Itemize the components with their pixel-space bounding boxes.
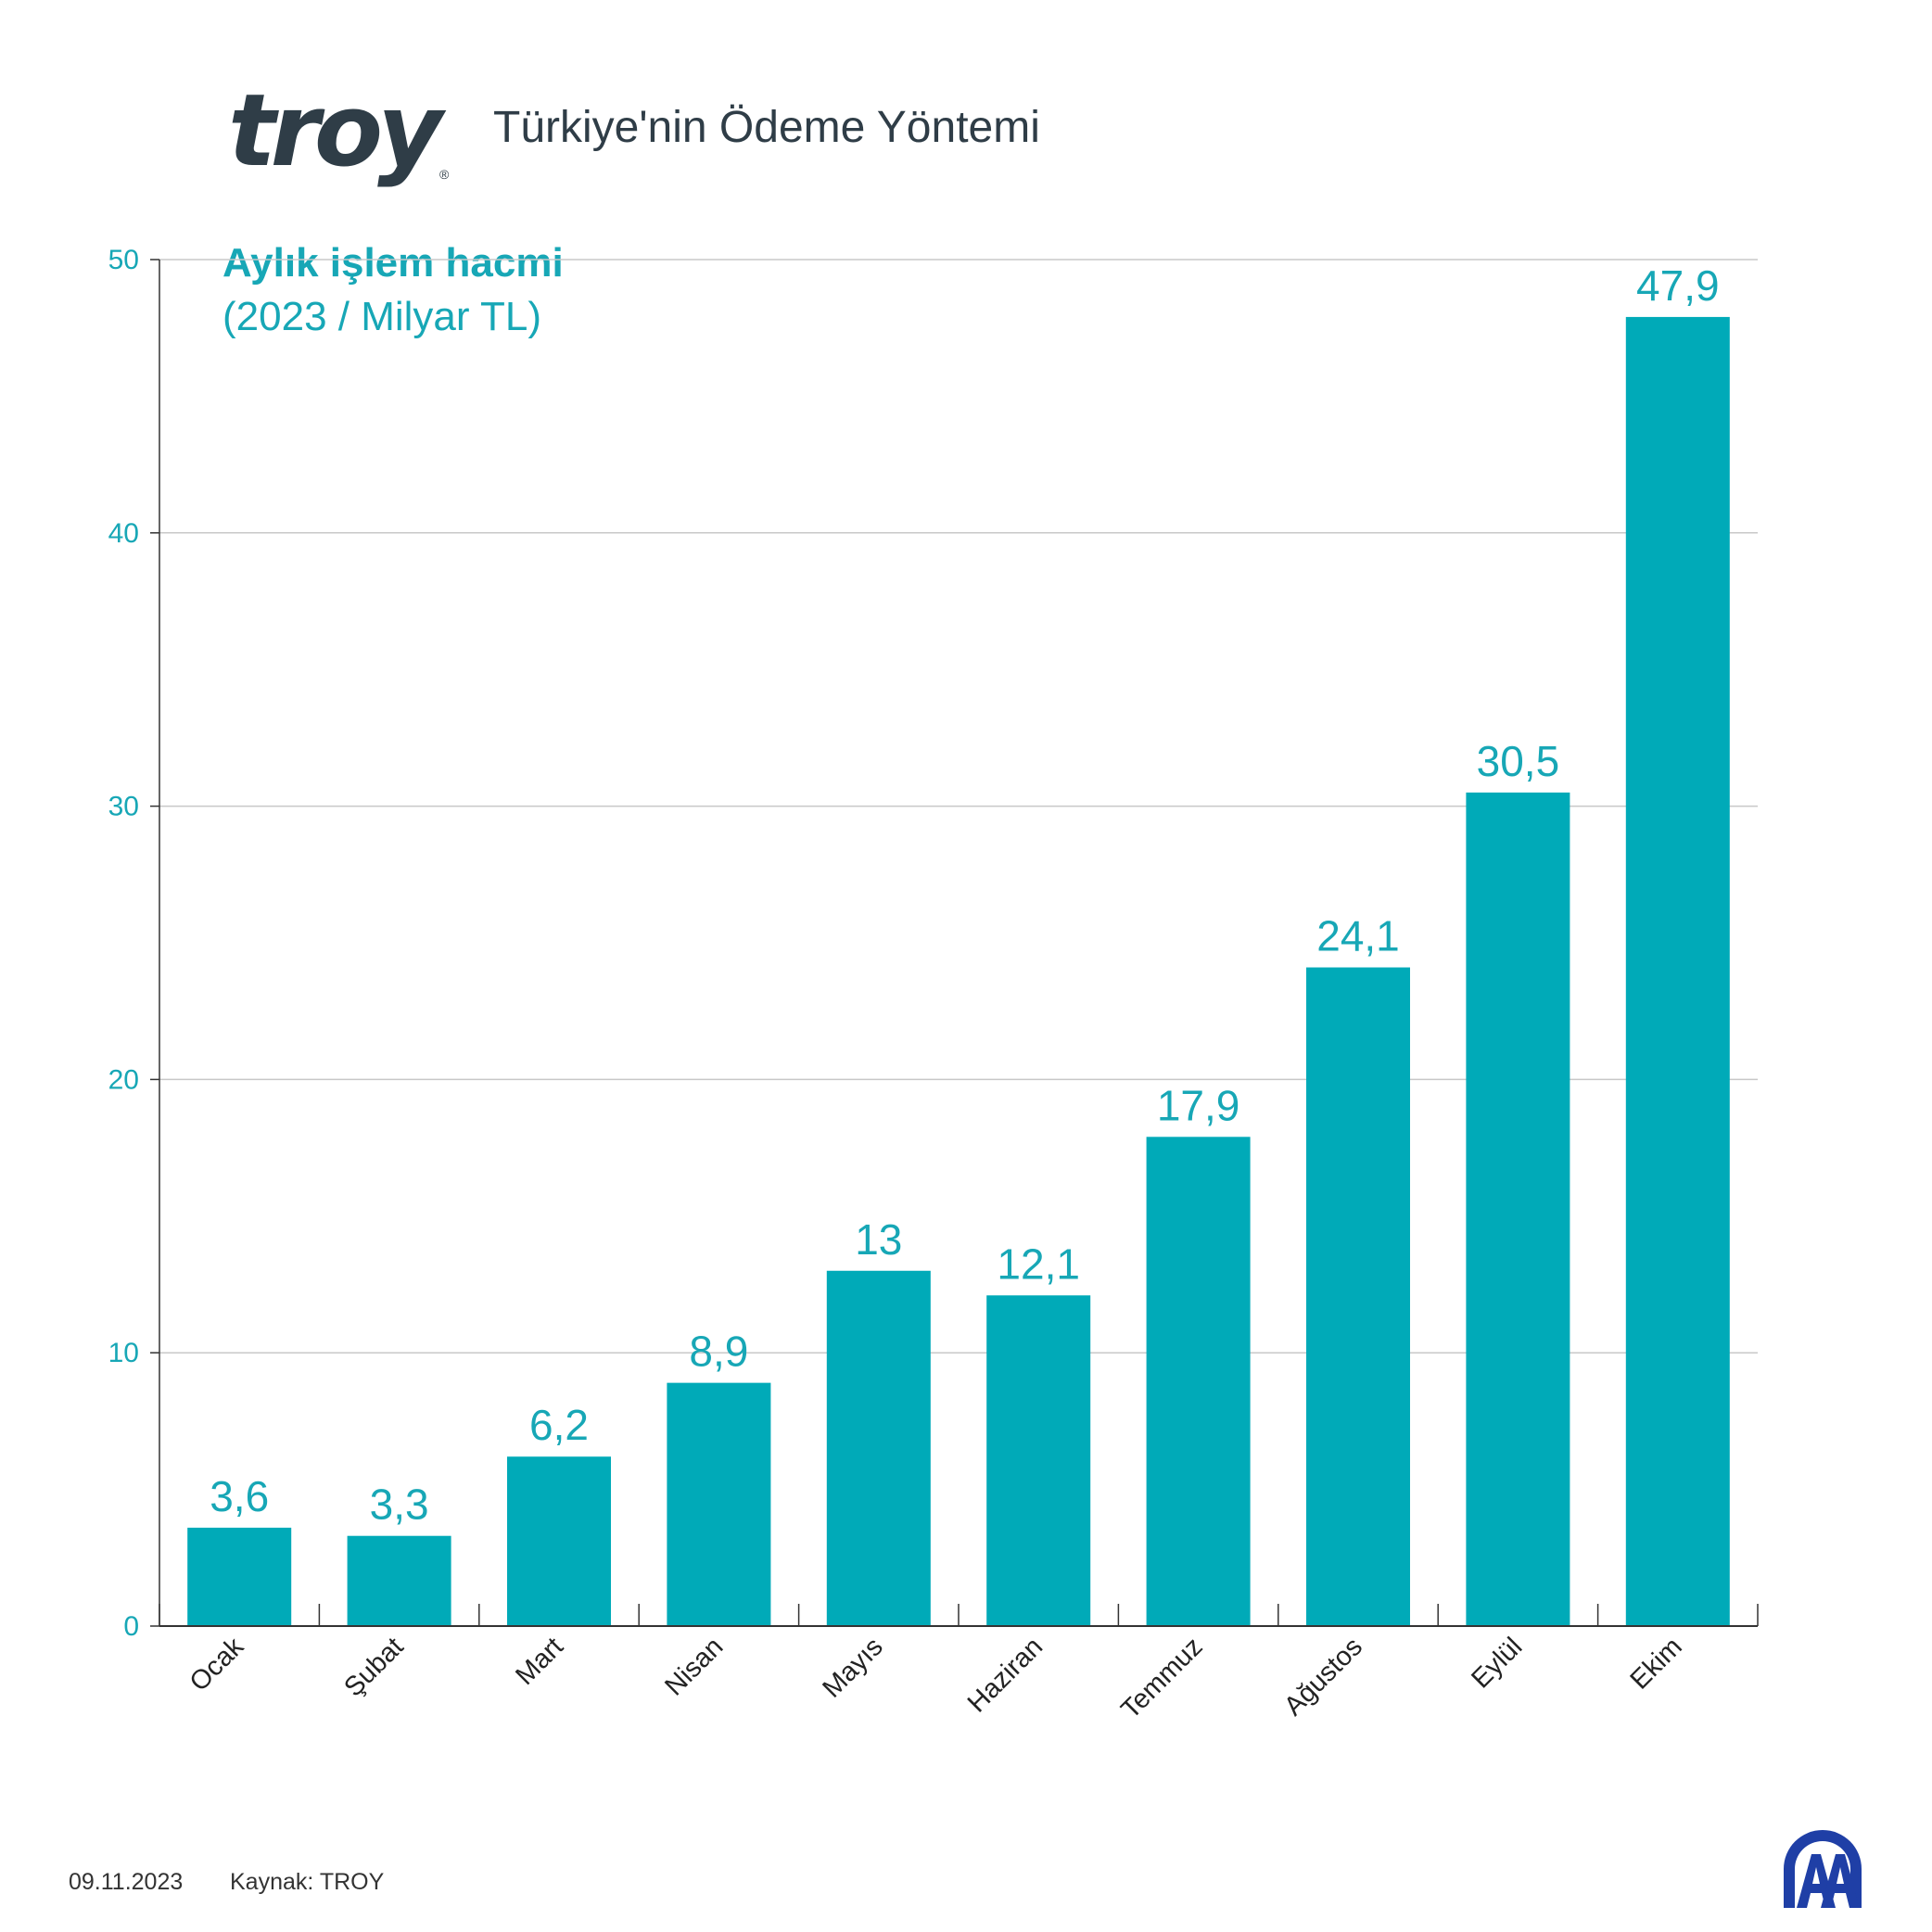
bar [986, 1295, 1091, 1626]
category-label: Mayıs [817, 1632, 888, 1703]
bar [1146, 1137, 1251, 1626]
value-label: 24,1 [1316, 912, 1400, 960]
bar [187, 1527, 292, 1626]
category-label: Haziran [962, 1632, 1049, 1718]
value-label: 30,5 [1477, 737, 1560, 785]
troy-logo: troy ® [228, 82, 460, 198]
category-label: Ocak [184, 1632, 250, 1697]
value-label: 12,1 [997, 1239, 1080, 1288]
y-tick-label: 20 [108, 1064, 139, 1095]
chart-title: Aylık işlem hacmi [222, 240, 564, 286]
value-label: 17,9 [1157, 1081, 1240, 1129]
value-label: 3,6 [210, 1472, 269, 1520]
value-label: 8,9 [689, 1328, 748, 1376]
value-label: 3,3 [370, 1481, 429, 1529]
bar [1466, 792, 1570, 1626]
bar [667, 1382, 771, 1626]
y-tick-label: 0 [123, 1611, 139, 1642]
category-label: Ağustos [1278, 1632, 1368, 1722]
footer-source: Kaynak: TROY [230, 1869, 385, 1895]
bar [1625, 316, 1730, 1627]
aa-logo-icon [1784, 1830, 1862, 1908]
category-label: Temmuz [1115, 1632, 1208, 1724]
category-label: Mart [510, 1632, 569, 1691]
category-label: Şubat [338, 1632, 409, 1702]
bars [187, 316, 1730, 1627]
chart-subtitle: (2023 / Milyar TL) [222, 294, 541, 339]
troy-logo-text: troy [228, 73, 442, 189]
bar [826, 1270, 931, 1626]
value-label: 13 [855, 1215, 902, 1264]
bar [347, 1535, 451, 1626]
category-label: Ekim [1625, 1632, 1688, 1695]
bar [507, 1456, 611, 1626]
header: troy ® Türkiye'nin Ödeme Yöntemi [228, 82, 1526, 210]
value-labels: 3,6 3,3 6,2 8,9 13 12,1 17,9 24,1 30,5 47,9 [210, 261, 1719, 1529]
y-tick-label: 30 [108, 792, 139, 822]
category-label: Nisan [659, 1632, 729, 1701]
page-title: Türkiye'nin Ödeme Yöntemi [493, 103, 1040, 152]
value-label: 47,9 [1636, 261, 1720, 310]
y-tick-label: 40 [108, 518, 139, 549]
registered-mark: ® [439, 167, 450, 182]
bar [1306, 967, 1410, 1626]
category-label: Eylül [1466, 1632, 1528, 1694]
value-label: 6,2 [529, 1401, 589, 1449]
footer-date: 09.11.2023 [69, 1869, 184, 1895]
y-tick-label: 10 [108, 1338, 139, 1368]
y-tick-label: 50 [108, 245, 139, 275]
